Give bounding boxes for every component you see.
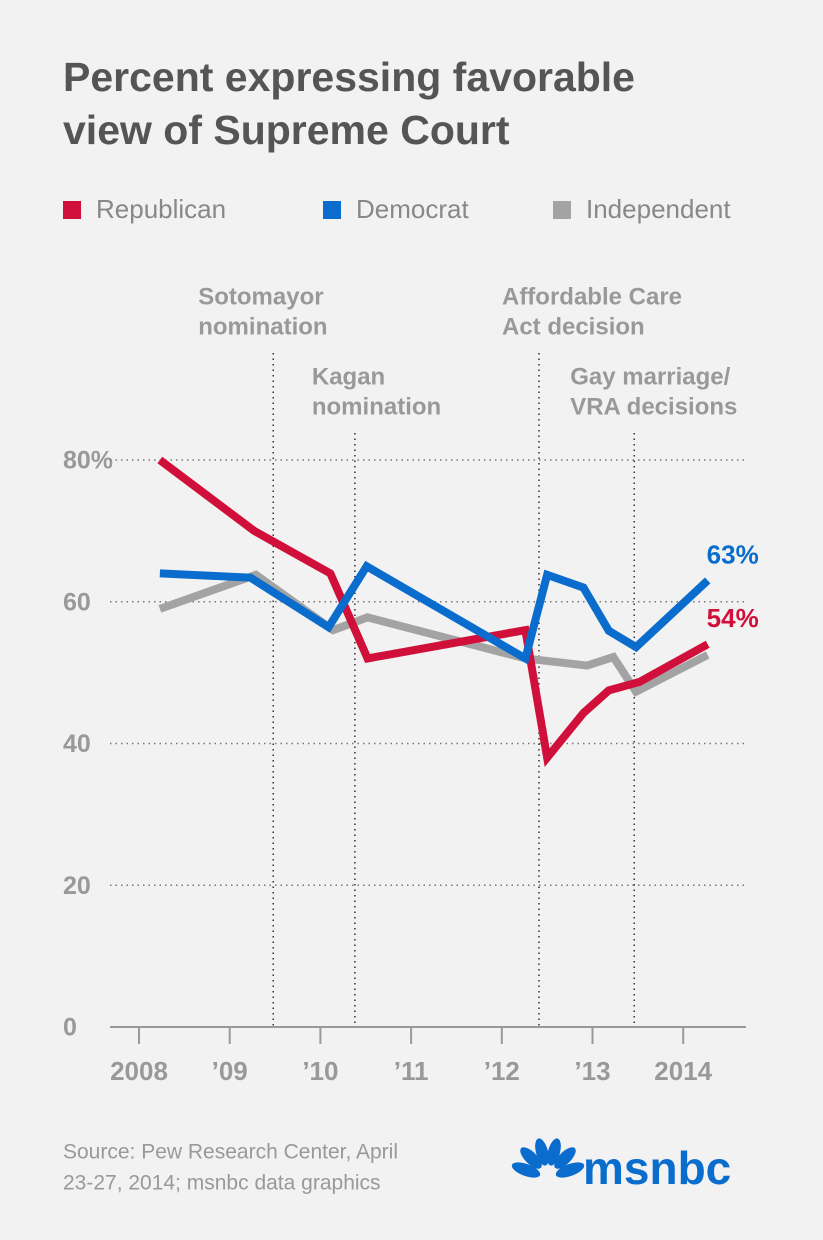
legend-label: Democrat (356, 194, 469, 224)
legend-swatch (63, 201, 81, 219)
series-line (158, 570, 710, 697)
chart-title: view of Supreme Court (63, 107, 510, 153)
legend-swatch (553, 201, 571, 219)
source-text: Source: Pew Research Center, April (63, 1141, 398, 1164)
annotation-text: Gay marriage/ (570, 363, 730, 390)
annotation-text: Affordable Care (502, 283, 682, 310)
legend-swatch (323, 201, 341, 219)
x-tick-label: ’10 (302, 1056, 338, 1086)
x-tick-label: 2014 (654, 1056, 712, 1086)
legend-label: Republican (96, 194, 226, 224)
annotation-text: nomination (198, 313, 327, 340)
x-tick-label: ’13 (574, 1056, 610, 1086)
source-text: 23-27, 2014; msnbc data graphics (63, 1172, 381, 1195)
x-tick-label: ’12 (484, 1056, 520, 1086)
value-label: 54% (707, 603, 759, 633)
annotation-text: Kagan (312, 363, 385, 390)
series-line (157, 456, 710, 768)
legend-label: Independent (586, 194, 731, 224)
annotation-text: VRA decisions (570, 393, 737, 420)
series-line (159, 560, 711, 665)
y-tick-label: 0 (63, 1014, 77, 1042)
y-tick-label: 60 (63, 588, 91, 616)
annotation-text: Sotomayor (198, 283, 323, 310)
value-label: 63% (707, 539, 759, 569)
x-tick-label: ’11 (394, 1056, 429, 1086)
y-tick-label: 40 (63, 730, 91, 758)
logo-mark (511, 1138, 585, 1178)
x-tick-label: ’09 (212, 1056, 248, 1086)
annotation-text: Act decision (502, 313, 645, 340)
y-tick-label: 80% (63, 447, 113, 475)
chart-title: Percent expressing favorable (63, 54, 635, 100)
y-tick-label: 20 (63, 872, 91, 900)
annotation-text: nomination (312, 393, 441, 420)
logo-text: msnbc (583, 1142, 731, 1194)
x-tick-label: 2008 (110, 1056, 168, 1086)
